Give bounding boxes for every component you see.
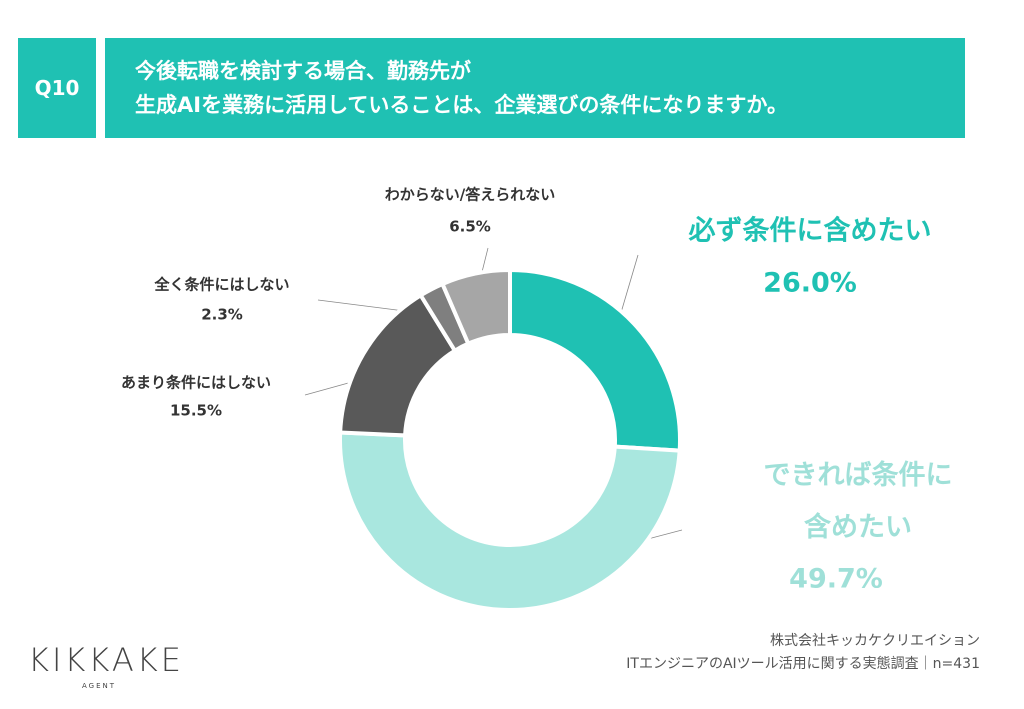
category-label: あまり条件にはしない xyxy=(121,374,271,392)
category-label-line: できれば条件に xyxy=(764,460,953,491)
value-label: 49.7% xyxy=(789,564,883,595)
category-label: 必ず条件に含めたい xyxy=(689,215,932,247)
value-label: 15.5% xyxy=(170,402,222,420)
value-label: 2.3% xyxy=(201,306,243,324)
logo-sub: AGENT xyxy=(82,682,116,690)
category-label: 全く条件にはしない xyxy=(153,276,289,294)
question-label: Q10 xyxy=(18,38,96,138)
donut-segment xyxy=(338,430,682,613)
chart-title: 今後転職を検討する場合、勤務先が 生成AIを業務に活用していることは、企業選びの… xyxy=(105,38,965,138)
category-label: できれば条件に含めたい xyxy=(764,460,953,543)
logo-name: KIKKAKE xyxy=(28,641,184,679)
value-label: 6.5% xyxy=(449,218,491,236)
source: 株式会社キッカケクリエイション xyxy=(770,633,980,649)
category-label: わからない/答えられない xyxy=(385,186,555,204)
value-label: 26.0% xyxy=(763,268,857,299)
category-label-line: 含めたい xyxy=(804,511,912,543)
donut-segment xyxy=(439,267,512,347)
donut-segment xyxy=(508,267,682,453)
source: ITエンジニアのAIツール活用に関する実態調査｜n=431 xyxy=(626,656,980,672)
